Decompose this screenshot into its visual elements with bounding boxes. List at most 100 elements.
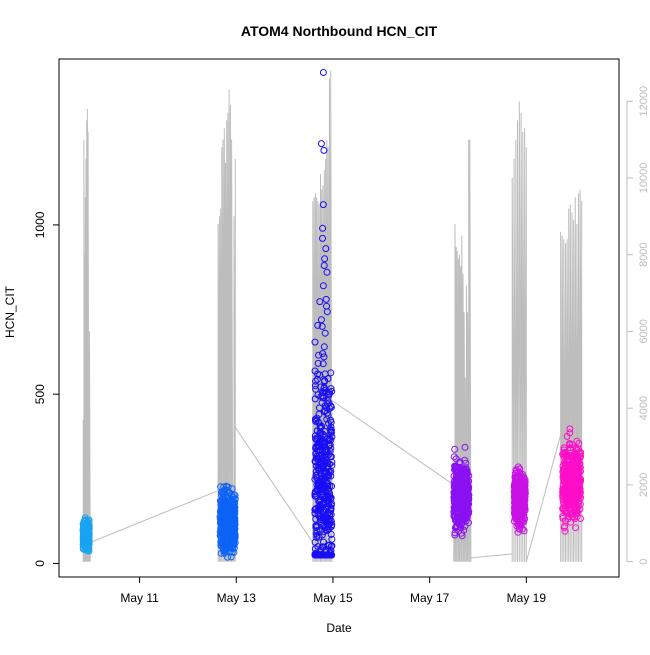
- data-point: [312, 377, 319, 385]
- data-point: [451, 531, 459, 539]
- data-point: [510, 482, 518, 490]
- data-point: [452, 455, 460, 463]
- data-point: [574, 445, 582, 453]
- y-tick-label: 1000: [33, 211, 47, 238]
- data-point: [515, 525, 523, 533]
- data-point: [217, 549, 225, 557]
- outlier-point: [320, 262, 328, 269]
- data-point: [572, 524, 580, 532]
- data-point: [560, 475, 568, 483]
- data-point: [326, 551, 334, 559]
- data-point: [565, 451, 573, 459]
- outlier-point: [317, 140, 325, 148]
- data-point: [464, 484, 472, 492]
- data-point: [229, 531, 237, 539]
- data-point: [576, 489, 584, 497]
- data-point: [314, 370, 322, 378]
- data-point: [224, 499, 231, 507]
- data-point: [327, 403, 335, 411]
- y2-tick-label: 8000: [638, 242, 650, 266]
- data-point: [224, 553, 231, 561]
- data-point: [317, 490, 325, 498]
- data-point: [521, 493, 529, 501]
- plot-frame: [58, 58, 620, 578]
- outlier-point: [319, 201, 327, 209]
- data-point: [513, 512, 521, 520]
- raw-trace-1: [82, 108, 91, 562]
- data-point: [516, 519, 524, 527]
- data-point: [457, 520, 465, 528]
- data-point: [319, 543, 327, 551]
- data-point: [327, 542, 335, 550]
- data-point: [464, 480, 472, 488]
- data-point: [314, 359, 322, 367]
- data-point: [315, 505, 323, 513]
- data-point: [327, 426, 335, 434]
- data-point: [569, 494, 576, 502]
- x-tick-label: May 19: [507, 591, 547, 605]
- raw-connector-3: [331, 400, 455, 486]
- outlier-point: [319, 234, 326, 242]
- y2-tick-label: 4000: [638, 396, 650, 420]
- data-point: [573, 483, 581, 491]
- data-point: [226, 525, 233, 533]
- data-point: [566, 429, 574, 437]
- data-point: [520, 527, 528, 535]
- data-point: [516, 468, 524, 476]
- data-point: [84, 518, 91, 526]
- data-point: [569, 464, 577, 472]
- data-point: [316, 551, 324, 559]
- y-tick-label: 500: [33, 384, 47, 404]
- data-point: [561, 527, 569, 535]
- data-point: [461, 456, 469, 464]
- data-point: [220, 532, 228, 539]
- data-point: [573, 437, 581, 445]
- series-4-points: [450, 443, 473, 540]
- data-point: [227, 521, 235, 529]
- data-point: [315, 418, 322, 426]
- data-point: [566, 425, 574, 433]
- data-point: [321, 459, 329, 467]
- data-point: [567, 510, 575, 517]
- data-point: [311, 382, 319, 390]
- data-point: [520, 518, 528, 526]
- series-2-points: [216, 482, 239, 561]
- outlier-point: [323, 268, 331, 276]
- y2-tick-label: 6000: [638, 319, 650, 343]
- outlier-point: [321, 255, 329, 263]
- outlier-point: [319, 360, 327, 368]
- data-point: [311, 538, 319, 546]
- data-point: [325, 488, 333, 496]
- data-point: [517, 509, 525, 517]
- series-1-points: [79, 514, 93, 555]
- data-point: [327, 444, 335, 452]
- outlier-point: [322, 295, 330, 303]
- data-point: [311, 509, 319, 517]
- y-tick-label: 0: [33, 560, 47, 567]
- data-point: [217, 506, 225, 514]
- data-point: [326, 453, 334, 461]
- data-point: [562, 491, 570, 499]
- data-point: [319, 463, 327, 471]
- data-point: [315, 442, 323, 450]
- data-point: [519, 525, 527, 533]
- outlier-point: [319, 392, 327, 400]
- data-point: [564, 515, 572, 523]
- raw-connector-4: [470, 553, 513, 559]
- data-point: [455, 475, 463, 483]
- data-point: [229, 493, 236, 501]
- outlier-point: [321, 377, 329, 385]
- data-point: [312, 522, 320, 530]
- data-point: [220, 512, 228, 520]
- y-axis-label: HCN_CIT: [3, 285, 17, 338]
- y2-tick-label: 10000: [638, 163, 650, 194]
- x-tick-label: May 15: [313, 591, 353, 605]
- data-point: [561, 522, 569, 530]
- data-point: [576, 505, 584, 513]
- data-point: [231, 530, 238, 538]
- data-point: [327, 495, 335, 503]
- data-point: [79, 527, 87, 535]
- data-point: [559, 495, 567, 503]
- data-point: [311, 506, 319, 514]
